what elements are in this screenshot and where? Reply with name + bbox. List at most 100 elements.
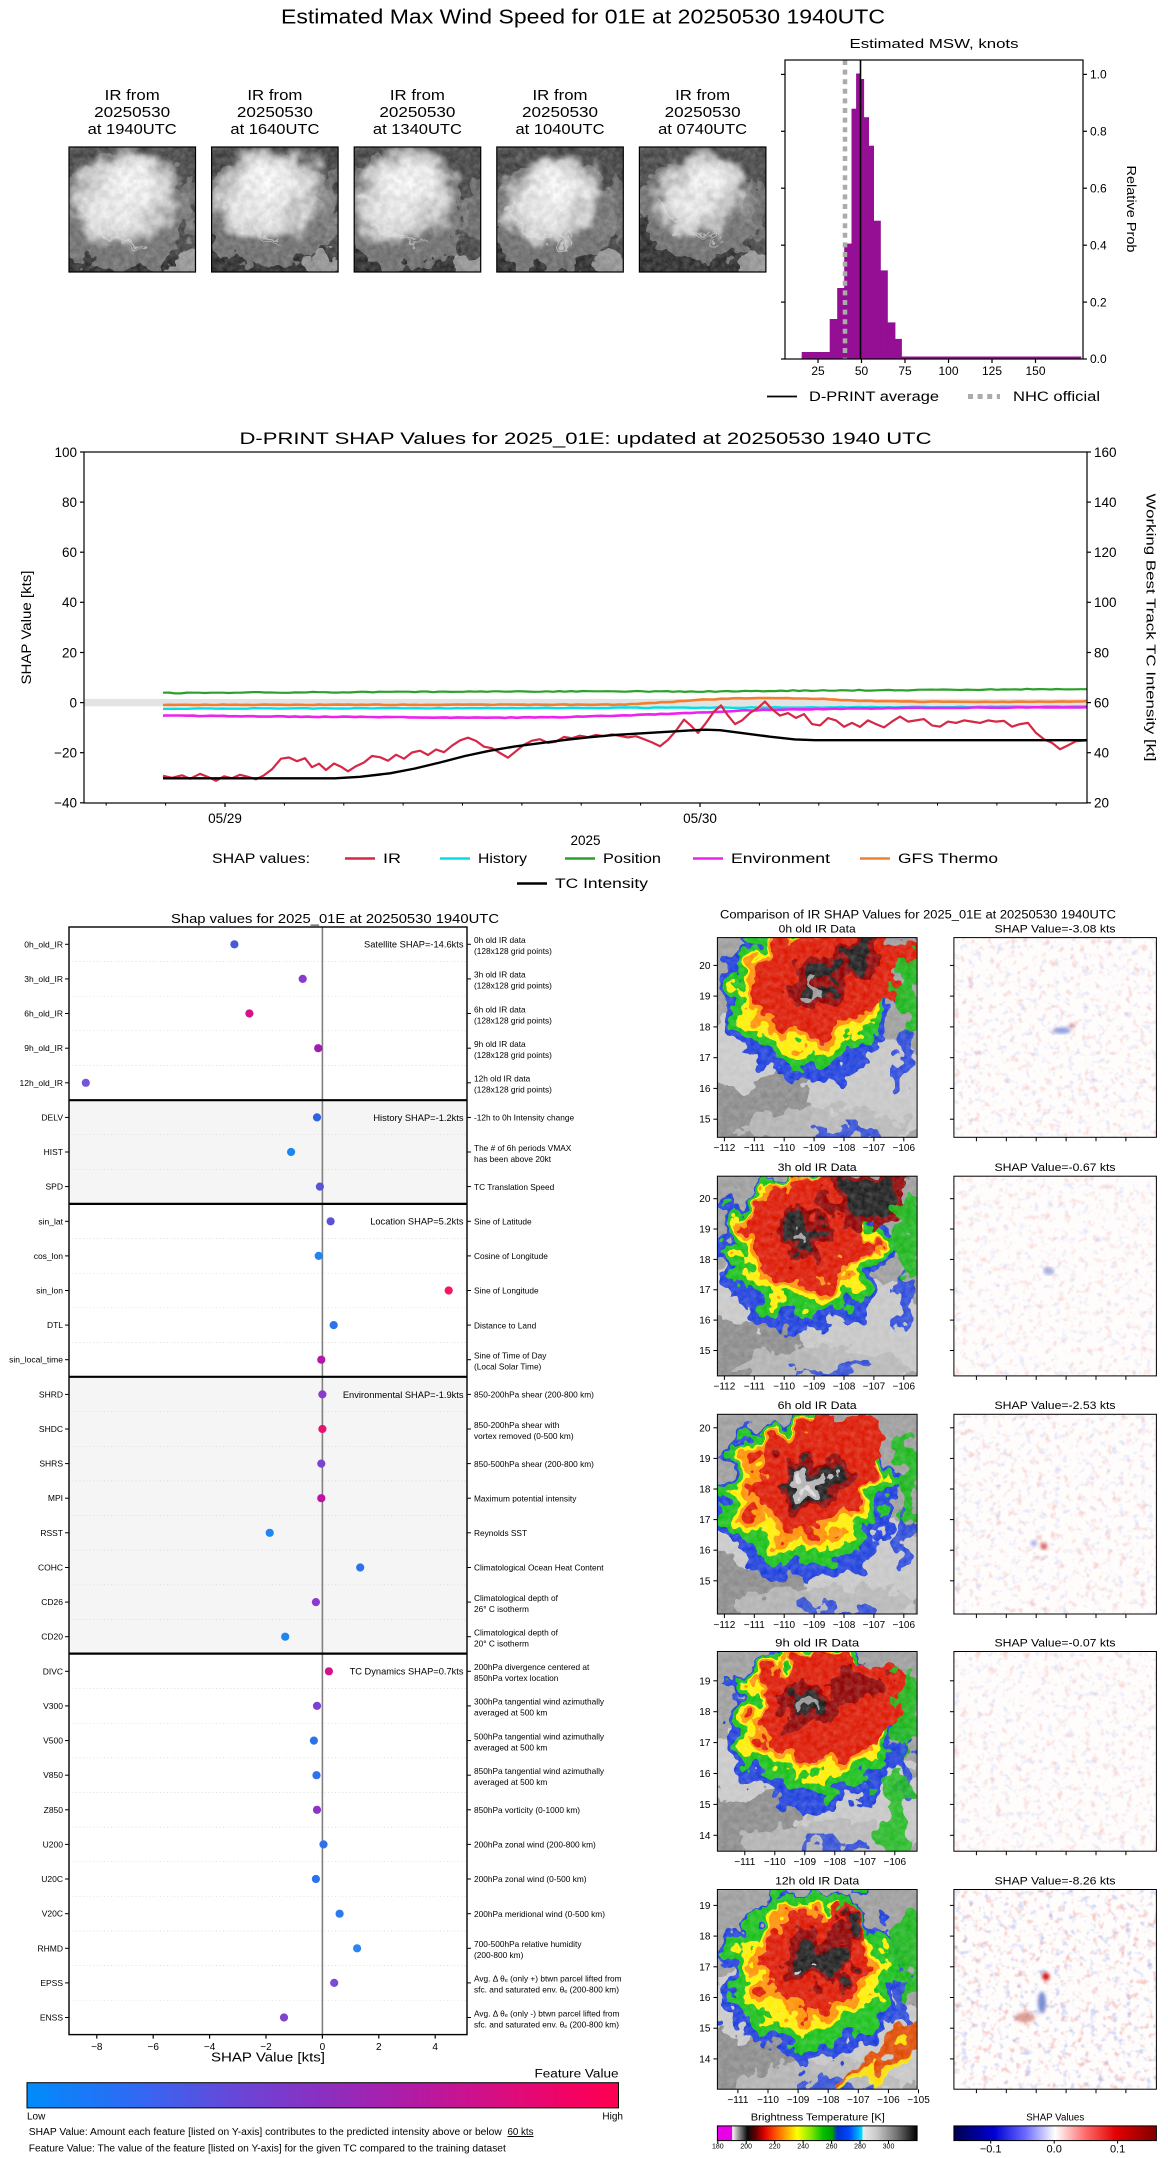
- svg-text:−112: −112: [714, 1382, 736, 1393]
- svg-text:−107: −107: [863, 1382, 886, 1393]
- svg-text:−106: −106: [893, 1143, 916, 1154]
- svg-text:Climatological depth of: Climatological depth of: [474, 1628, 559, 1638]
- svg-text:−108: −108: [824, 1857, 847, 1868]
- svg-text:Location SHAP=5.2kts: Location SHAP=5.2kts: [370, 1217, 464, 1227]
- svg-text:20° C isotherm: 20° C isotherm: [474, 1639, 529, 1649]
- svg-text:Position: Position: [603, 851, 661, 866]
- svg-text:9h_old_IR: 9h_old_IR: [24, 1043, 63, 1053]
- svg-text:140: 140: [1094, 495, 1117, 510]
- svg-text:4: 4: [432, 2042, 438, 2053]
- svg-text:−108: −108: [817, 2095, 840, 2106]
- svg-text:125: 125: [982, 364, 1002, 378]
- svg-text:−110: −110: [773, 1143, 795, 1154]
- svg-text:0h old IR Data: 0h old IR Data: [779, 924, 857, 936]
- svg-text:100: 100: [1094, 595, 1117, 610]
- svg-text:sin_lon: sin_lon: [36, 1286, 63, 1296]
- svg-text:20: 20: [699, 961, 711, 972]
- svg-text:at 1640UTC: at 1640UTC: [230, 121, 319, 138]
- svg-text:DELV: DELV: [41, 1112, 63, 1122]
- svg-text:The # of 6h periods VMAX: The # of 6h periods VMAX: [474, 1143, 572, 1153]
- svg-text:19: 19: [699, 1454, 711, 1465]
- svg-text:850hPa vorticity (0-1000 km): 850hPa vorticity (0-1000 km): [474, 1805, 580, 1815]
- svg-text:16: 16: [699, 1993, 711, 2004]
- svg-text:25: 25: [811, 364, 825, 378]
- svg-text:V500: V500: [43, 1736, 63, 1746]
- svg-text:(128x128 grid points): (128x128 grid points): [474, 1085, 552, 1095]
- svg-text:40: 40: [62, 595, 77, 610]
- svg-text:500hPa tangential wind azimuth: 500hPa tangential wind azimuthally: [474, 1731, 605, 1741]
- svg-text:300hPa tangential wind azimuth: 300hPa tangential wind azimuthally: [474, 1697, 605, 1707]
- svg-text:850-200hPa shear (200-800 km): 850-200hPa shear (200-800 km): [474, 1390, 594, 1400]
- svg-text:0.6: 0.6: [1090, 181, 1107, 195]
- svg-text:−110: −110: [757, 2095, 779, 2106]
- svg-text:Low: Low: [27, 2112, 46, 2123]
- svg-text:−109: −109: [803, 1382, 826, 1393]
- svg-text:200hPa meridional wind (0-500: 200hPa meridional wind (0-500 km): [474, 1909, 605, 1919]
- svg-text:15: 15: [699, 1800, 711, 1811]
- svg-text:COHC: COHC: [38, 1563, 63, 1573]
- svg-text:TC Intensity: TC Intensity: [555, 876, 648, 891]
- svg-text:18: 18: [699, 1255, 711, 1266]
- svg-text:SHAP Value [kts]: SHAP Value [kts]: [211, 2051, 325, 2065]
- svg-text:17: 17: [699, 1053, 711, 1064]
- svg-text:SHAP Value=-0.07 kts: SHAP Value=-0.07 kts: [995, 1637, 1117, 1649]
- svg-text:Sine of Time of Day: Sine of Time of Day: [474, 1351, 547, 1361]
- svg-text:SHAP Value=-8.26 kts: SHAP Value=-8.26 kts: [995, 1875, 1117, 1887]
- svg-text:Estimated Max Wind Speed for 0: Estimated Max Wind Speed for 01E at 2025…: [281, 7, 885, 29]
- svg-text:0.0: 0.0: [1090, 352, 1107, 366]
- svg-text:−106: −106: [884, 1857, 907, 1868]
- svg-text:Environmental SHAP=-1.9kts: Environmental SHAP=-1.9kts: [343, 1390, 464, 1400]
- svg-text:40: 40: [1094, 746, 1109, 761]
- svg-text:Avg. Δ θₑ (only -) btwn parcel: Avg. Δ θₑ (only -) btwn parcel lifted fr…: [474, 2008, 620, 2018]
- svg-text:6h old IR data: 6h old IR data: [474, 1004, 526, 1014]
- svg-text:−109: −109: [803, 1620, 826, 1631]
- svg-text:−112: −112: [714, 1620, 736, 1631]
- svg-text:−2: −2: [260, 2042, 272, 2053]
- svg-text:averaged at 500 km: averaged at 500 km: [474, 1777, 547, 1787]
- svg-text:sin_local_time: sin_local_time: [9, 1355, 63, 1365]
- svg-text:20250530: 20250530: [379, 104, 455, 121]
- svg-text:20: 20: [699, 1423, 711, 1434]
- svg-text:Satellite SHAP=-14.6kts: Satellite SHAP=-14.6kts: [364, 940, 464, 950]
- svg-text:GFS Thermo: GFS Thermo: [898, 851, 998, 866]
- svg-text:0.0: 0.0: [1047, 2144, 1062, 2156]
- svg-text:12h old IR data: 12h old IR data: [474, 1074, 531, 1084]
- svg-text:0.8: 0.8: [1090, 125, 1107, 139]
- svg-text:20: 20: [699, 1194, 711, 1205]
- svg-text:at 1040UTC: at 1040UTC: [516, 121, 605, 138]
- svg-text:200hPa zonal wind (200-800 km): 200hPa zonal wind (200-800 km): [474, 1840, 596, 1850]
- svg-text:18: 18: [699, 1485, 711, 1496]
- svg-text:15: 15: [699, 1346, 711, 1357]
- svg-text:15: 15: [699, 1576, 711, 1587]
- svg-text:0.4: 0.4: [1090, 238, 1107, 252]
- svg-text:SHAP Values: SHAP Values: [1026, 2113, 1084, 2124]
- svg-text:V300: V300: [43, 1701, 63, 1711]
- svg-text:(128x128 grid points): (128x128 grid points): [474, 981, 552, 991]
- svg-text:80: 80: [1094, 645, 1109, 660]
- svg-text:−110: −110: [773, 1382, 795, 1393]
- svg-text:260: 260: [826, 2144, 838, 2151]
- svg-text:05/30: 05/30: [683, 811, 717, 826]
- svg-text:SHAP Value [kts]: SHAP Value [kts]: [19, 571, 34, 685]
- svg-text:12h old IR Data: 12h old IR Data: [775, 1875, 860, 1887]
- svg-text:15: 15: [699, 2024, 711, 2035]
- svg-text:−108: −108: [833, 1143, 856, 1154]
- svg-text:20250530: 20250530: [94, 104, 170, 121]
- svg-text:100: 100: [54, 445, 77, 460]
- svg-text:−0.1: −0.1: [980, 2144, 1002, 2156]
- svg-text:NHC official: NHC official: [1013, 389, 1100, 404]
- svg-text:850-200hPa shear with: 850-200hPa shear with: [474, 1420, 560, 1430]
- svg-text:20250530: 20250530: [665, 104, 741, 121]
- svg-text:80: 80: [62, 495, 77, 510]
- svg-text:CD20: CD20: [41, 1632, 63, 1642]
- svg-text:−109: −109: [794, 1857, 817, 1868]
- svg-text:IR from: IR from: [533, 87, 588, 104]
- svg-text:Climatological depth of: Climatological depth of: [474, 1593, 559, 1603]
- svg-text:240: 240: [797, 2144, 809, 2151]
- svg-text:U200: U200: [43, 1839, 64, 1849]
- svg-text:200hPa zonal wind (0-500 km): 200hPa zonal wind (0-500 km): [474, 1874, 587, 1884]
- svg-text:at 1940UTC: at 1940UTC: [88, 121, 177, 138]
- svg-text:16: 16: [699, 1546, 711, 1557]
- svg-text:17: 17: [699, 1738, 711, 1749]
- svg-text:at 1340UTC: at 1340UTC: [373, 121, 462, 138]
